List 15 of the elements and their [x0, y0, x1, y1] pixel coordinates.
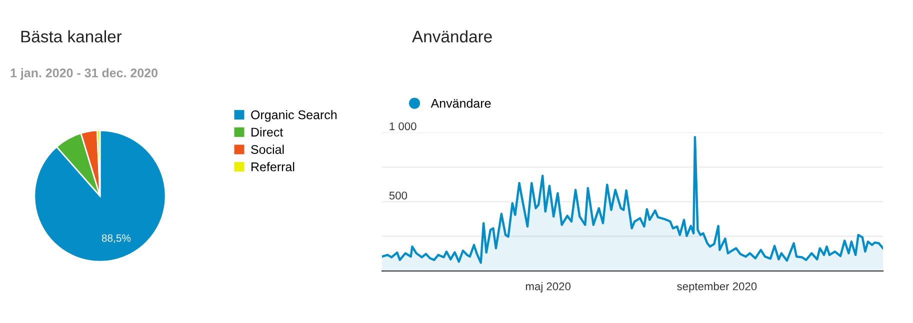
chart-title: Användare [412, 30, 492, 42]
chart-subtitle: 1 jan. 2020 - 31 dec. 2020 [10, 68, 158, 80]
pie-slice [34, 130, 166, 262]
legend-label: Social [251, 144, 284, 154]
y-tick-label: 1 000 [390, 122, 416, 130]
legend-label: Direct [252, 127, 284, 137]
pie-slice [56, 132, 101, 197]
y-tick-label: 500 [389, 192, 408, 200]
chart-title: Bästa kanaler [21, 30, 122, 42]
x-tick-label: september 2020 [677, 282, 757, 292]
data-label: 88,5% [102, 234, 131, 243]
legend-label: Användare [430, 98, 491, 108]
legend-label: Referral [252, 162, 294, 172]
x-tick-label: maj 2020 [526, 282, 571, 292]
legend-label: Organic Search [251, 110, 337, 122]
